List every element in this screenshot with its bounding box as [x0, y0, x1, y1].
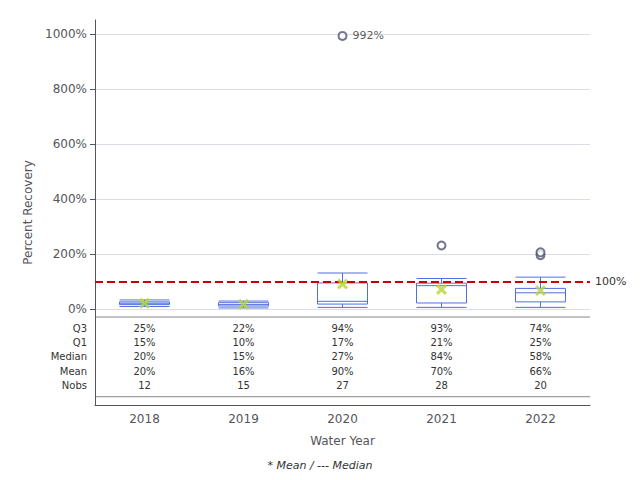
svg-text:25%: 25%	[133, 323, 155, 334]
svg-text:400%: 400%	[53, 192, 87, 206]
svg-text:200%: 200%	[53, 247, 87, 261]
svg-text:16%: 16%	[232, 366, 254, 377]
svg-text:Q1: Q1	[73, 337, 87, 348]
svg-text:15%: 15%	[133, 337, 155, 348]
svg-text:90%: 90%	[331, 366, 353, 377]
svg-text:600%: 600%	[53, 137, 87, 151]
svg-text:93%: 93%	[430, 323, 452, 334]
svg-text:2019: 2019	[228, 412, 259, 426]
svg-text:27: 27	[336, 380, 349, 391]
svg-text:1000%: 1000%	[45, 27, 87, 41]
svg-text:800%: 800%	[53, 82, 87, 96]
svg-text:Nobs: Nobs	[62, 380, 87, 391]
svg-text:10%: 10%	[232, 337, 254, 348]
svg-text:28: 28	[435, 380, 448, 391]
svg-text:74%: 74%	[529, 323, 551, 334]
svg-text:20%: 20%	[133, 351, 155, 362]
svg-text:84%: 84%	[430, 351, 452, 362]
svg-text:22%: 22%	[232, 323, 254, 334]
svg-text:Water Year: Water Year	[310, 434, 375, 448]
svg-text:27%: 27%	[331, 351, 353, 362]
svg-text:2022: 2022	[525, 412, 556, 426]
svg-text:21%: 21%	[430, 337, 452, 348]
svg-text:992%: 992%	[353, 29, 384, 42]
svg-text:58%: 58%	[529, 351, 551, 362]
svg-text:Percent Recovery: Percent Recovery	[21, 160, 35, 265]
svg-text:2020: 2020	[327, 412, 358, 426]
svg-text:Median: Median	[51, 351, 87, 362]
svg-text:2018: 2018	[129, 412, 160, 426]
svg-text:66%: 66%	[529, 366, 551, 377]
svg-text:0%: 0%	[68, 302, 87, 316]
svg-text:94%: 94%	[331, 323, 353, 334]
svg-text:100%: 100%	[595, 275, 626, 288]
svg-text:17%: 17%	[331, 337, 353, 348]
svg-text:12: 12	[138, 380, 151, 391]
svg-text:70%: 70%	[430, 366, 452, 377]
svg-text:15%: 15%	[232, 351, 254, 362]
svg-text:Q3: Q3	[73, 323, 87, 334]
svg-text:Mean: Mean	[60, 366, 87, 377]
svg-text:15: 15	[237, 380, 250, 391]
svg-text:20%: 20%	[133, 366, 155, 377]
svg-text:2021: 2021	[426, 412, 457, 426]
svg-text:* Mean / --- Median: * Mean / --- Median	[267, 459, 372, 472]
svg-text:20: 20	[534, 380, 547, 391]
svg-text:25%: 25%	[529, 337, 551, 348]
